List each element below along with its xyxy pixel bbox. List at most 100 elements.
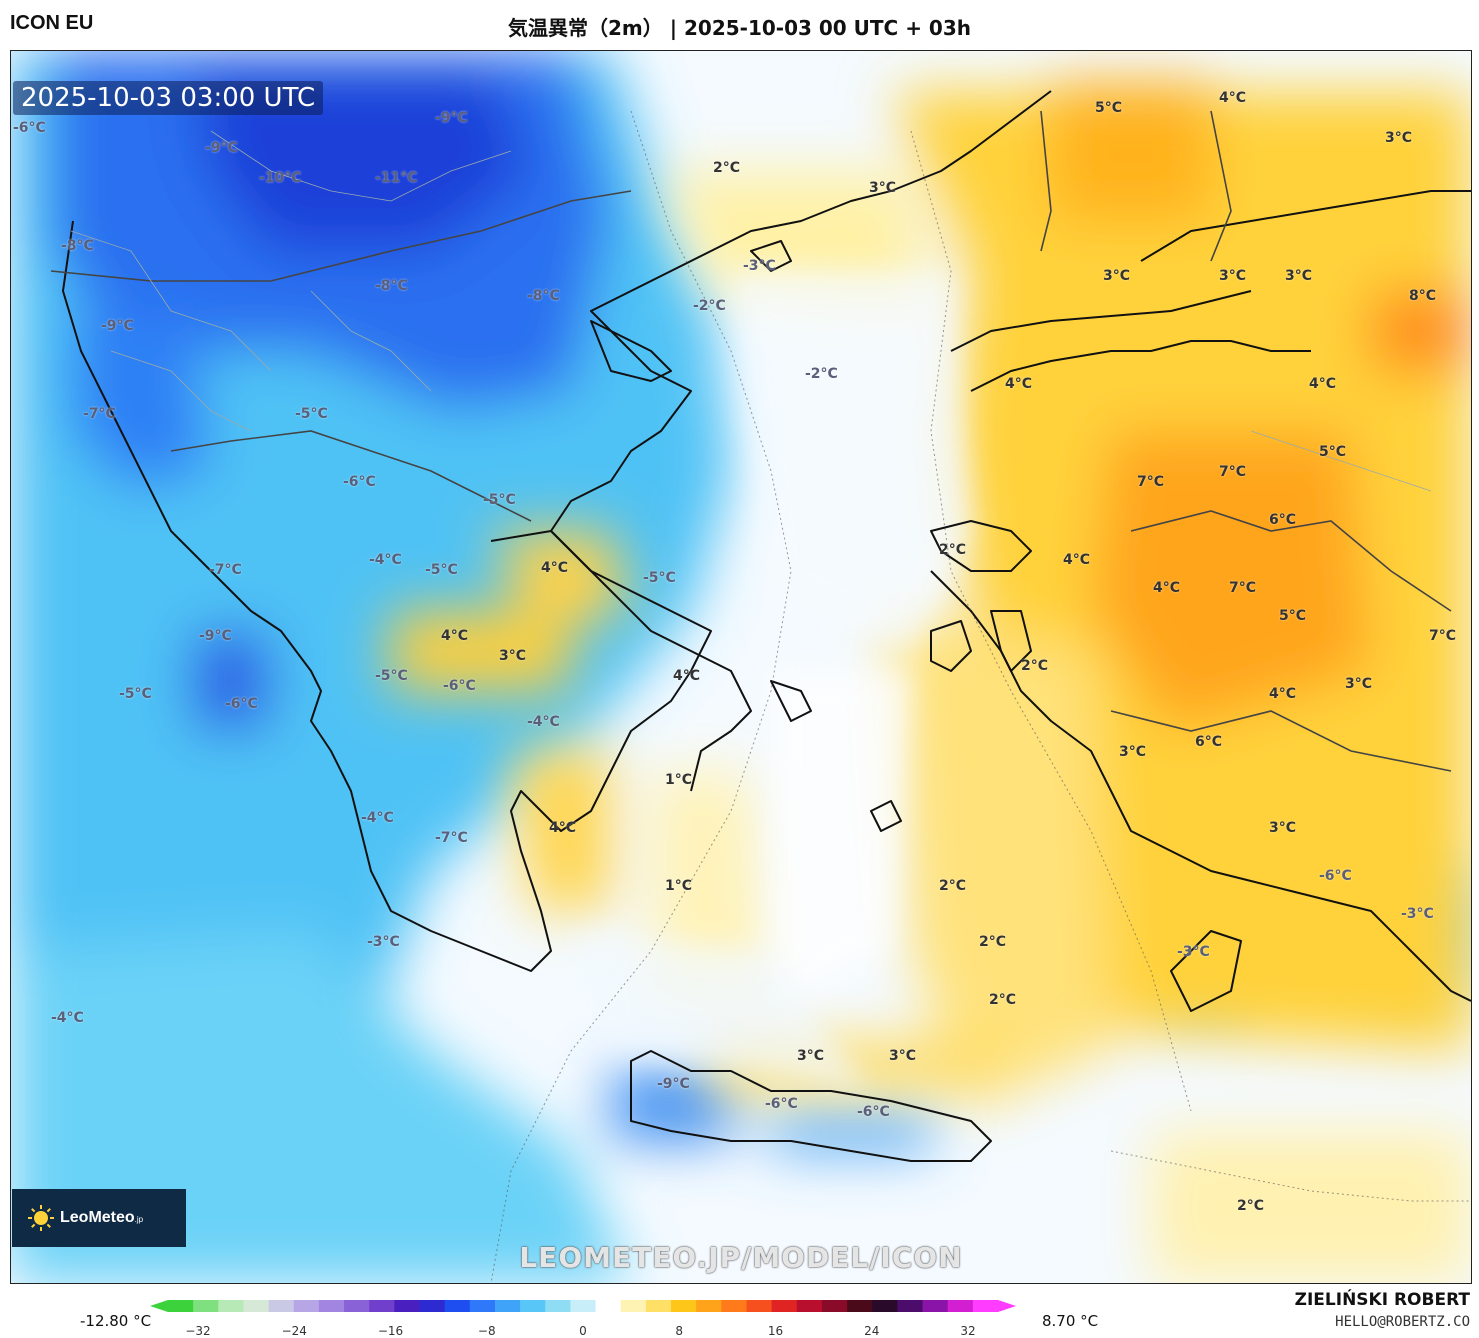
colorbar-swatch [696,1300,722,1312]
colorbar [150,1300,1016,1312]
temperature-label: -7°C [83,406,116,422]
admin-borders [70,130,1432,492]
map-view[interactable]: 2025-10-03 03:00 UTC -6°C -9°C -9°C -10°C -1… [10,50,1472,1284]
temperature-label: 3°C [1345,676,1373,692]
temperature-label: 2°C [1237,1198,1265,1214]
colorbar-tick-label: 24 [864,1324,880,1338]
temperature-label: 3°C [1269,820,1297,836]
colorbar-tick-label: −32 [185,1324,211,1338]
temperature-label: 3°C [1219,268,1247,284]
neutral-patches [571,271,971,1091]
temperature-label: -2°C [693,298,726,314]
temperature-label: 3°C [1119,744,1147,760]
watermark-url: LEOMETEO.JP/MODEL/ICON [519,1241,963,1274]
colorbar-tick-label: 16 [767,1324,784,1338]
temperature-label: -10°C [259,170,302,186]
temperature-label: 7°C [1219,464,1247,480]
temperature-label: 5°C [1095,100,1123,116]
temperature-label: -7°C [435,830,468,846]
colorbar-swatch [771,1300,798,1312]
temperature-label: -3°C [1177,944,1210,960]
temperature-label: -5°C [425,562,458,578]
temperature-label: -6°C [343,474,376,490]
colorbar-swatch [494,1300,521,1312]
timestamp-box: 2025-10-03 03:00 UTC [13,81,324,115]
temperature-label: -5°C [375,668,408,684]
temperature-label: 2°C [989,992,1017,1008]
temperature-label: 3°C [1385,130,1413,146]
scale-max-label: 8.70 °C [1042,1312,1099,1330]
temperature-label: 1°C [665,878,693,894]
temperature-label: 7°C [1229,580,1257,596]
colorbar-tick-label: −16 [377,1324,404,1338]
temperature-label: 6°C [1195,734,1223,750]
temperature-label: 2°C [939,878,967,894]
temperature-label: 4°C [1269,686,1297,702]
colorbar-swatch [796,1300,823,1312]
temperature-label: 4°C [1063,552,1091,568]
colorbar-tick-label: −24 [281,1324,307,1338]
temperature-label: -4°C [369,552,402,568]
leometeo-logo[interactable]: LeoMeteo.jp [12,1189,186,1247]
temperature-label: -3°C [1401,906,1434,922]
colorbar-swatch [872,1300,898,1312]
temperature-label: 4°C [549,820,577,836]
temperature-label: -9°C [205,140,238,156]
author-name: ZIELIŃSKI ROBERT [1294,1290,1470,1310]
colorbar-swatch [545,1300,571,1312]
colorbar-tick-label: 0 [579,1324,587,1338]
colorbar-swatch [897,1300,924,1312]
temperature-label: -5°C [295,406,328,422]
temperature-label: -6°C [857,1104,890,1120]
temperature-label: -6°C [225,696,258,712]
colorbar-swatch [721,1300,747,1312]
temperature-label: 2°C [1021,658,1049,674]
colorbar-swatch [444,1300,471,1312]
temperature-label: 3°C [499,648,527,664]
temperature-label: 4°C [1005,376,1033,392]
temperature-label: -6°C [443,678,476,694]
temperature-label: 7°C [1429,628,1457,644]
temperature-label: -6°C [13,120,46,136]
zero-contours [490,110,1471,1283]
header-bar: ICON EU 気温異常（2m） | 2025-10-03 00 UTC + 0… [0,0,1479,50]
temperature-label: -5°C [483,492,516,508]
colorbar-swatch [595,1300,622,1312]
colorbar-swatch [318,1300,345,1312]
temperature-label: -6°C [765,1096,798,1112]
colorbar-swatch [520,1300,546,1312]
temperature-label: -11°C [375,170,418,186]
scale-min-label: -12.80 °C [80,1312,152,1330]
sun-icon [28,1205,54,1231]
temperature-label: 4°C [541,560,569,576]
colorbar-tick-label: 32 [960,1324,976,1338]
colorbar-swatch [847,1300,873,1312]
temperature-label: -5°C [643,570,676,586]
temperature-label: 2°C [939,542,967,558]
author-email[interactable]: HELLO@ROBERTZ.CO [1335,1314,1470,1330]
temperature-label: -8°C [375,278,408,294]
colorbar-swatch [168,1300,194,1312]
temperature-label: 3°C [889,1048,917,1064]
temperature-label: 3°C [1285,268,1313,284]
colorbar-swatch [243,1300,270,1312]
colorbar-tick-label: 8 [675,1324,684,1338]
colorbar-swatch [469,1300,496,1312]
temperature-label: 1°C [665,772,693,788]
temperature-label: -4°C [51,1010,84,1026]
temperature-label: -6°C [1319,868,1352,884]
colorbar-swatch [268,1300,295,1312]
colorbar-swatch [193,1300,219,1312]
anomaly-map [11,51,1471,1283]
temperature-label: -8°C [61,238,94,254]
temperature-label: -5°C [119,686,152,702]
colorbar-swatch [620,1300,647,1312]
coastlines [62,90,1471,1162]
temperature-label: -9°C [435,110,468,126]
temperature-label: 5°C [1279,608,1307,624]
footer: -12.80 °C −32 −24 −16 −8 0 8 16 24 32 8.70 °C ZI… [0,1284,1479,1338]
temperature-label: 6°C [1269,512,1297,528]
temperature-label: 2°C [979,934,1007,950]
temperature-label: 5°C [1319,444,1347,460]
temperature-label: -9°C [199,628,232,644]
